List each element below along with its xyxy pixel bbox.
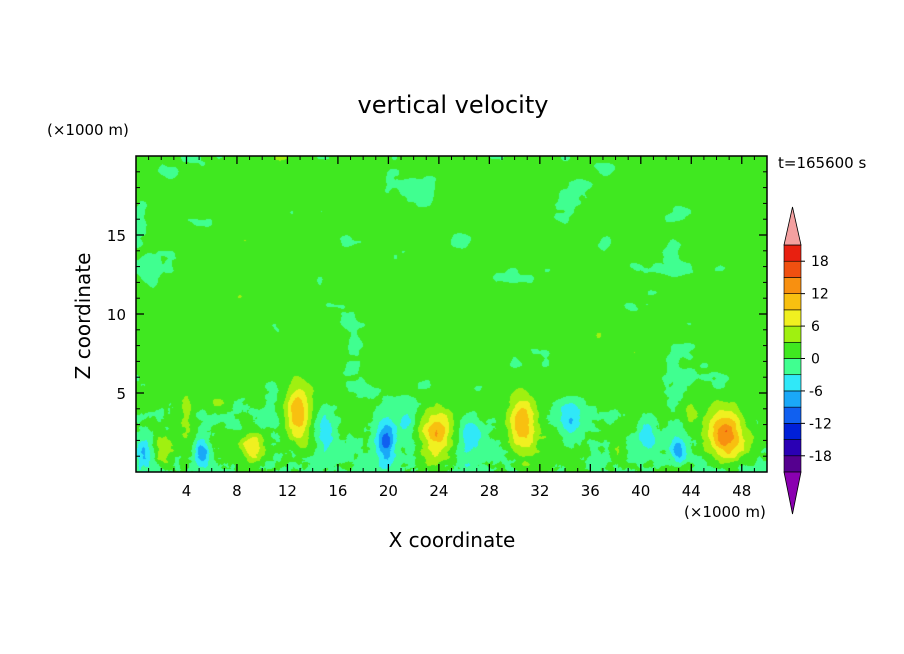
colorbar-label: -12 <box>809 416 832 432</box>
x-tick-label: 8 <box>232 482 242 500</box>
y-axis-ticks: 5 10 15 <box>107 171 767 457</box>
colorbar-band <box>783 455 802 473</box>
colorbar-band <box>783 277 802 294</box>
x-unit-label: (×1000 m) <box>684 503 766 521</box>
x-tick-label: 40 <box>631 482 650 500</box>
x-tick-label: 44 <box>682 482 701 500</box>
colorbar-label: 18 <box>811 254 829 270</box>
x-tick-label: 36 <box>581 482 600 500</box>
colorbar-band <box>783 244 802 262</box>
colorbar-band <box>783 358 802 376</box>
y-tick-label: 5 <box>116 385 126 403</box>
heatmap-field <box>136 156 767 472</box>
x-axis-label: X coordinate <box>389 528 516 552</box>
colorbar-band <box>783 293 802 311</box>
colorbar-label: 6 <box>811 319 820 335</box>
colorbar-under-arrow <box>783 471 802 515</box>
chart-title: vertical velocity <box>358 91 549 119</box>
y-tick-label: 10 <box>107 306 126 324</box>
y-axis-label: Z coordinate <box>71 253 95 380</box>
time-label: t=165600 s <box>778 154 866 172</box>
colorbar-label: 12 <box>811 287 829 303</box>
colorbar-band <box>783 390 802 408</box>
colorbar-band <box>783 439 802 457</box>
colorbar-label: 0 <box>811 352 820 368</box>
x-tick-label: 12 <box>278 482 297 500</box>
colorbar-label: -18 <box>809 449 832 465</box>
x-tick-label: 48 <box>732 482 751 500</box>
colorbar-band <box>783 309 802 327</box>
colorbar-band <box>783 423 802 440</box>
x-tick-label: 28 <box>480 482 499 500</box>
colorbar: 18 12 6 0 -6 -12 -18 <box>783 206 832 515</box>
x-tick-label: 32 <box>530 482 549 500</box>
colorbar-label: -6 <box>809 384 823 400</box>
colorbar-band <box>783 325 802 343</box>
colorbar-band <box>783 374 802 392</box>
x-tick-label: 16 <box>328 482 347 500</box>
colorbar-over-arrow <box>783 206 802 246</box>
x-tick-label: 20 <box>379 482 398 500</box>
colorbar-band <box>783 260 802 278</box>
x-axis-ticks: 4 8 12 16 20 24 28 32 36 40 44 48 <box>148 156 755 500</box>
y-tick-label: 15 <box>107 227 126 245</box>
field-image <box>136 156 767 472</box>
x-tick-label: 4 <box>182 482 192 500</box>
colorbar-band <box>783 341 802 359</box>
x-tick-label: 24 <box>429 482 448 500</box>
y-unit-label: (×1000 m) <box>47 121 129 139</box>
colorbar-band <box>783 406 802 424</box>
